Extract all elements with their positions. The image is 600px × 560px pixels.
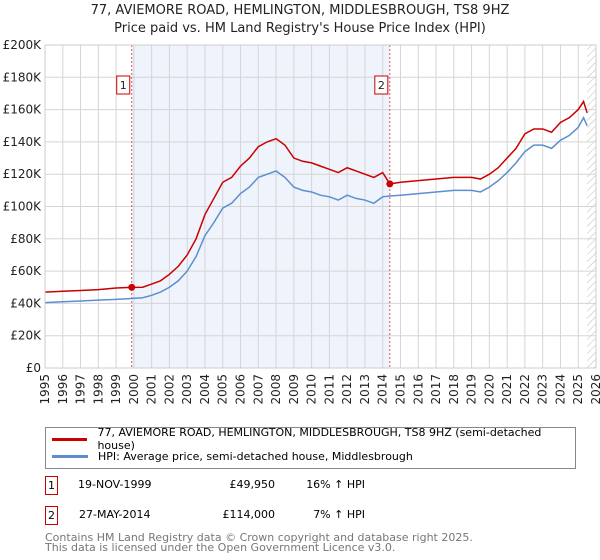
footer-copyright: Contains HM Land Registry data © Crown c… [45,531,473,544]
x-tick-label: 1996 [56,374,70,405]
x-tick-label: 2003 [180,374,194,405]
x-tick-label: 2000 [127,374,141,405]
sale-marker-box [116,75,131,95]
x-tick-label: 2013 [358,374,372,405]
x-tick-label: 2022 [518,374,532,405]
x-tick-label: 1997 [74,374,88,405]
sale-hpi: 7% ↑ HPI [313,508,365,521]
x-tick-label: 2002 [162,374,176,405]
legend-blue-swatch [52,454,88,458]
x-tick-label: 2007 [251,374,265,405]
x-tick-label: 2005 [216,374,230,405]
x-tick-label: 1999 [109,374,123,405]
footer-licence: This data is licensed under the Open Gov… [45,541,396,554]
x-tick-label: 2026 [589,374,600,405]
sale-row: 1 19-NOV-1999 £49,950 16% ↑ HPI [45,476,445,495]
x-tick-label: 1995 [38,374,52,405]
plot-frame [44,44,597,369]
sale-marker-label: 2 [378,79,385,92]
legend-red-label: 77, AVIEMORE ROAD, HEMLINGTON, MIDDLESBR… [97,426,542,452]
legend: 77, AVIEMORE ROAD, HEMLINGTON, MIDDLESBR… [45,426,576,469]
sale-marker-box [374,75,389,95]
x-tick-label: 2015 [393,374,407,405]
x-tick-label: 2020 [482,374,496,405]
sale-price: £114,000 [222,508,276,521]
x-tick-label: 2001 [145,374,159,405]
sale-point [128,283,136,291]
legend-blue-label: HPI: Average price, semi-detached house,… [98,449,413,463]
legend-red-swatch [52,437,88,441]
y-tick-label: £80K [10,232,42,246]
x-tick-label: 2010 [305,374,319,405]
x-tick-label: 2008 [269,374,283,405]
price-paid-line [44,99,588,293]
x-tick-label: 2012 [340,374,354,405]
sale-point [386,180,394,188]
x-tick-label: 2019 [465,374,479,405]
price-chart: 1995 1996 1997 1998 1999 2000 2001 2002 2003 2004… [3,38,600,405]
sale-date: 19-NOV-1999 [78,478,152,491]
x-tick-label: 2023 [536,374,550,405]
y-tick-label: £60K [10,264,42,278]
x-tick-label: 2011 [322,374,336,405]
sale-marker-label: 1 [120,79,127,92]
x-tick-label: 2021 [500,374,514,405]
sale-date: 27-MAY-2014 [79,508,151,521]
y-tick-label: £20K [10,329,42,343]
y-tick-label: £100K [3,200,43,214]
x-tick-label: 2014 [376,374,390,405]
y-tick-label: £40K [10,296,42,310]
hpi-line [44,115,588,304]
y-tick-label: £160K [3,103,43,117]
chart-subtitle: Price paid vs. HM Land Registry's House … [114,21,486,36]
y-tick-label: £200K [3,38,43,52]
x-tick-label: 2009 [287,374,301,405]
sale-price: £49,950 [229,478,276,491]
x-tick-label: 1998 [91,374,105,405]
y-tick-label: £140K [3,135,43,149]
x-tick-label: 2017 [429,374,443,405]
x-tick-label: 2025 [571,374,585,405]
x-tick-label: 2016 [411,374,425,405]
sale-badge: 1 [45,476,58,495]
x-tick-label: 2018 [447,374,461,405]
sale-hpi: 16% ↑ HPI [306,478,365,491]
chart-title: 77, AVIEMORE ROAD, HEMLINGTON, MIDDLESBR… [90,3,510,18]
x-tick-label: 2006 [234,374,248,405]
sale-row: 2 27-MAY-2014 £114,000 7% ↑ HPI [45,506,445,525]
x-tick-label: 2004 [198,374,212,405]
y-tick-label: £0 [26,361,41,375]
y-tick-label: £180K [3,70,43,84]
x-tick-label: 2024 [553,374,567,405]
sale-badge: 2 [45,506,58,525]
y-tick-label: £120K [3,167,43,181]
